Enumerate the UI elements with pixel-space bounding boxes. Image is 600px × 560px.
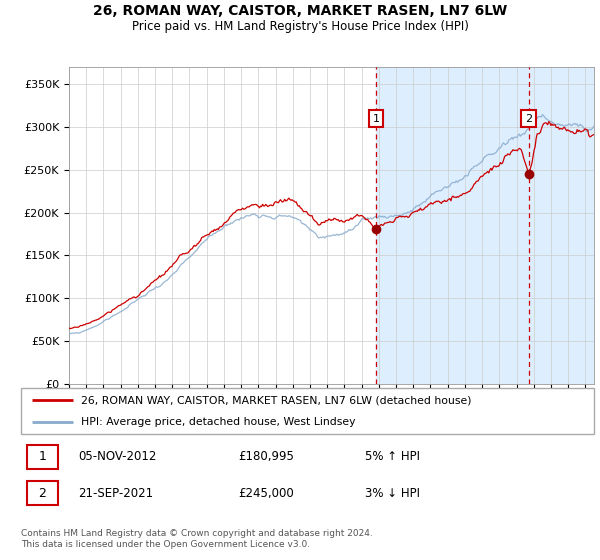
Text: 2: 2 bbox=[38, 487, 46, 500]
Text: 3% ↓ HPI: 3% ↓ HPI bbox=[365, 487, 420, 500]
Text: 1: 1 bbox=[373, 114, 380, 124]
FancyBboxPatch shape bbox=[27, 445, 58, 469]
Text: 05-NOV-2012: 05-NOV-2012 bbox=[79, 450, 157, 463]
Text: Contains HM Land Registry data © Crown copyright and database right 2024.
This d: Contains HM Land Registry data © Crown c… bbox=[21, 529, 373, 549]
Text: 21-SEP-2021: 21-SEP-2021 bbox=[79, 487, 154, 500]
Text: HPI: Average price, detached house, West Lindsey: HPI: Average price, detached house, West… bbox=[81, 417, 356, 427]
FancyBboxPatch shape bbox=[21, 388, 594, 434]
Text: £180,995: £180,995 bbox=[239, 450, 295, 463]
Text: 26, ROMAN WAY, CAISTOR, MARKET RASEN, LN7 6LW: 26, ROMAN WAY, CAISTOR, MARKET RASEN, LN… bbox=[93, 4, 507, 18]
Text: 5% ↑ HPI: 5% ↑ HPI bbox=[365, 450, 420, 463]
Text: Price paid vs. HM Land Registry's House Price Index (HPI): Price paid vs. HM Land Registry's House … bbox=[131, 20, 469, 32]
Bar bbox=[376, 67, 600, 384]
Text: 26, ROMAN WAY, CAISTOR, MARKET RASEN, LN7 6LW (detached house): 26, ROMAN WAY, CAISTOR, MARKET RASEN, LN… bbox=[81, 395, 472, 405]
Text: 1: 1 bbox=[38, 450, 46, 463]
FancyBboxPatch shape bbox=[27, 481, 58, 505]
Text: £245,000: £245,000 bbox=[239, 487, 295, 500]
Text: 2: 2 bbox=[526, 114, 532, 124]
